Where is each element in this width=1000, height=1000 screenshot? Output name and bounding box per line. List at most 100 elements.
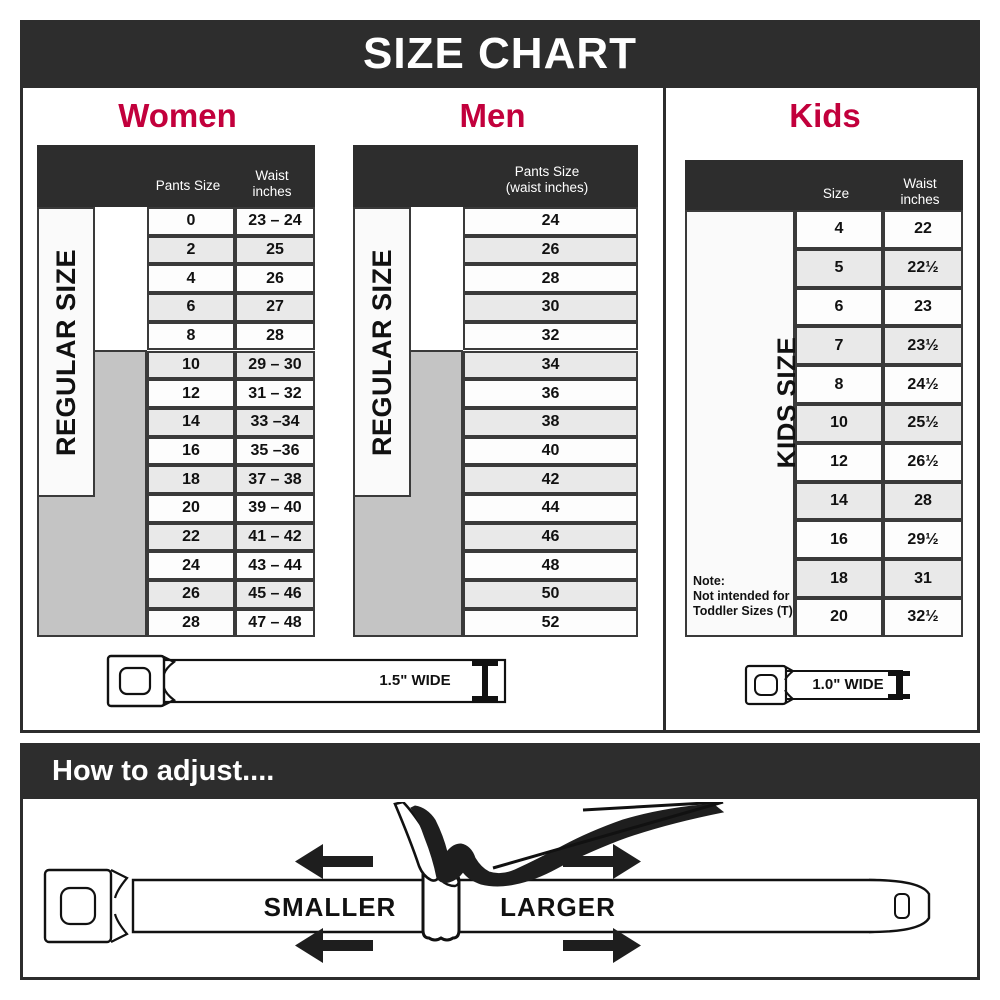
belt-strap-wide — [158, 658, 507, 704]
kids-header-waist-line1: Waist — [903, 176, 937, 191]
table-cell-size: 48 — [463, 551, 638, 581]
kids-note-line3: Toddler Sizes (T) — [693, 604, 793, 618]
table-cell-waist: 23 — [883, 287, 963, 327]
section-title-women: Women — [118, 97, 237, 134]
table-cell-size: 44 — [463, 494, 638, 523]
hand-sleeve-line — [582, 802, 724, 812]
kids-note: Note: Not intended for Toddler Sizes (T) — [693, 574, 797, 619]
table-cell-waist: 31 — [883, 559, 963, 598]
table-cell-waist: 24½ — [883, 365, 963, 404]
belt-buckle-window-narrow — [754, 674, 778, 696]
belt-width-label-narrow: 1.0" WIDE — [812, 676, 884, 693]
belt-buckle-top-curve-wide — [161, 655, 177, 675]
kids-header-size: Size — [822, 186, 850, 201]
men-regular-size-block: REGULAR SIZE — [353, 207, 411, 497]
belt-wide-svg — [106, 654, 507, 708]
table-cell-size: 10 — [795, 404, 883, 443]
kids-note-line2: Not intended for — [693, 589, 790, 603]
table-cell-size: 20 — [795, 598, 883, 637]
men-regular-size-label: REGULAR SIZE — [366, 248, 397, 456]
table-cell-waist: 43 – 44 — [235, 551, 315, 581]
belt-buckle-bottom-curve-wide — [161, 687, 177, 707]
table-cell-waist: 29 – 30 — [235, 350, 315, 380]
women-header-waist-line2: inches — [252, 184, 292, 199]
men-header-line1: Pants Size — [514, 164, 580, 179]
table-cell-size: 4 — [795, 210, 883, 249]
adjust-buckle-bottom-curve — [110, 913, 129, 943]
table-cell-waist: 35 –36 — [235, 436, 315, 466]
table-cell-size: 20 — [147, 494, 235, 523]
table-cell-waist: 22 — [883, 210, 963, 249]
table-cell-waist: 31 – 32 — [235, 379, 315, 408]
table-cell-size: 14 — [795, 481, 883, 521]
kids-size-block: KIDS SIZE Note: Not intended for Toddler… — [685, 210, 801, 637]
adjust-illustration: SMALLER LARGER — [23, 802, 977, 977]
table-cell-size: 0 — [147, 207, 235, 236]
table-cell-size: 12 — [795, 442, 883, 482]
table-cell-size: 28 — [147, 608, 235, 638]
table-cell-waist: 33 –34 — [235, 407, 315, 437]
belt-buckle-window-wide — [118, 666, 152, 696]
page-title: SIZE CHART — [363, 29, 637, 78]
table-cell-size: 14 — [147, 407, 235, 437]
table-cell-size: 32 — [463, 321, 638, 351]
table-cell-size: 34 — [463, 350, 638, 380]
belt-illustration-narrow: 1.0" WIDE — [740, 662, 920, 708]
measure-stem-wide — [482, 660, 488, 702]
arrow-right-upper-icon — [563, 844, 641, 879]
arrow-left-lower-icon — [295, 928, 373, 963]
table-cell-size: 8 — [795, 365, 883, 404]
women-regular-size-label: REGULAR SIZE — [50, 248, 81, 456]
kids-note-line1: Note: — [693, 574, 725, 588]
table-cell-waist: 28 — [235, 321, 315, 351]
how-to-adjust-title: How to adjust.... — [52, 755, 275, 787]
table-cell-size: 10 — [147, 350, 235, 380]
arrow-left-upper-icon — [295, 844, 373, 879]
kids-table-header: Size Waist inches — [685, 160, 963, 210]
table-cell-size: 16 — [795, 520, 883, 560]
table-cell-waist: 26 — [235, 264, 315, 294]
belt-buckle-top-curve-narrow — [783, 665, 795, 681]
table-cell-waist: 28 — [883, 481, 963, 521]
table-cell-size: 7 — [795, 326, 883, 366]
larger-label: LARGER — [500, 892, 616, 922]
table-cell-size: 16 — [147, 436, 235, 466]
table-cell-waist: 39 – 40 — [235, 494, 315, 523]
table-cell-size: 38 — [463, 407, 638, 437]
table-cell-size: 36 — [463, 379, 638, 408]
adjust-buckle-top-curve — [110, 869, 129, 899]
belt-width-label-wide: 1.5" WIDE — [379, 672, 451, 689]
hand-sleeve-line-2 — [492, 802, 724, 870]
table-cell-size: 18 — [147, 465, 235, 494]
men-table-header: Pants Size (waist inches) — [353, 145, 638, 207]
measure-stem-narrow — [896, 671, 902, 699]
table-cell-size: 28 — [463, 264, 638, 294]
hand-icon — [393, 802, 725, 888]
table-cell-size: 40 — [463, 436, 638, 466]
table-cell-size: 5 — [795, 248, 883, 288]
table-cell-size: 50 — [463, 580, 638, 609]
table-cell-size: 18 — [795, 559, 883, 598]
section-title-kids: Kids — [789, 97, 861, 134]
belt-narrow-svg — [744, 664, 910, 706]
table-cell-size: 42 — [463, 465, 638, 494]
table-cell-waist: 29½ — [883, 520, 963, 560]
smaller-label: SMALLER — [263, 892, 397, 922]
table-cell-size: 26 — [147, 580, 235, 609]
section-title-men: Men — [459, 97, 526, 134]
arrow-right-lower-icon — [563, 928, 641, 963]
women-header-waist-line1: Waist — [255, 168, 289, 183]
table-cell-size: 12 — [147, 379, 235, 408]
table-cell-waist: 47 – 48 — [235, 608, 315, 638]
panel-vertical-divider — [663, 88, 666, 733]
table-cell-size: 24 — [463, 207, 638, 236]
table-cell-waist: 32½ — [883, 598, 963, 637]
table-cell-size: 6 — [795, 287, 883, 327]
table-cell-waist: 25½ — [883, 404, 963, 443]
table-cell-size: 46 — [463, 522, 638, 552]
women-regular-size-block: REGULAR SIZE — [37, 207, 95, 497]
measure-cap-bottom-narrow — [888, 694, 910, 699]
table-cell-size: 22 — [147, 522, 235, 552]
table-cell-size: 6 — [147, 293, 235, 322]
table-cell-waist: 23½ — [883, 326, 963, 366]
